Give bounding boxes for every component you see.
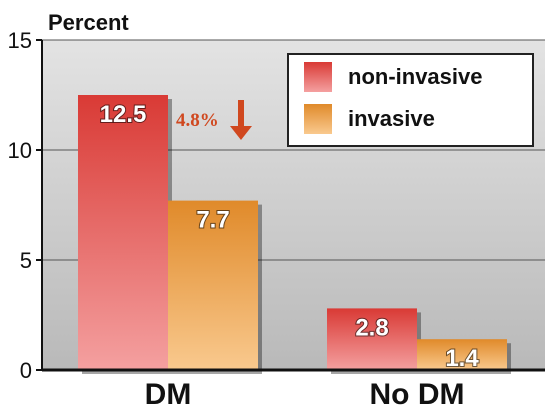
y-tick-label: 5 (20, 248, 32, 273)
legend-swatch-non-invasive (304, 62, 332, 92)
legend-label-invasive: invasive (348, 106, 435, 131)
y-tick-label: 0 (20, 358, 32, 383)
legend-swatch-invasive (304, 104, 332, 134)
category-label: DM (145, 378, 192, 411)
down-arrow-icon (230, 100, 252, 140)
bar-non-invasive-dm (78, 95, 168, 370)
y-tick-label: 15 (8, 28, 32, 53)
data-label: 2.8 (355, 314, 388, 341)
legend-label-non-invasive: non-invasive (348, 64, 482, 89)
y-axis-ticks: 0 5 10 15 (8, 28, 42, 383)
data-label: 7.7 (196, 207, 229, 234)
y-axis-title: Percent (48, 10, 129, 35)
reduction-annotation: 4.8% (176, 100, 252, 140)
legend: non-invasive invasive (287, 53, 534, 147)
y-tick-label: 10 (8, 138, 32, 163)
bar-invasive-no-dm (417, 339, 507, 370)
bars: 12.5 7.7 2.8 1.4 (78, 95, 511, 374)
bar-non-invasive-no-dm (327, 308, 417, 370)
data-label: 1.4 (445, 345, 479, 372)
axes: DM No DM (41, 40, 545, 411)
data-label: 12.5 (100, 101, 147, 128)
bar-invasive-dm (168, 200, 258, 370)
category-label: No DM (370, 378, 465, 411)
reduction-text: 4.8% (176, 110, 219, 131)
